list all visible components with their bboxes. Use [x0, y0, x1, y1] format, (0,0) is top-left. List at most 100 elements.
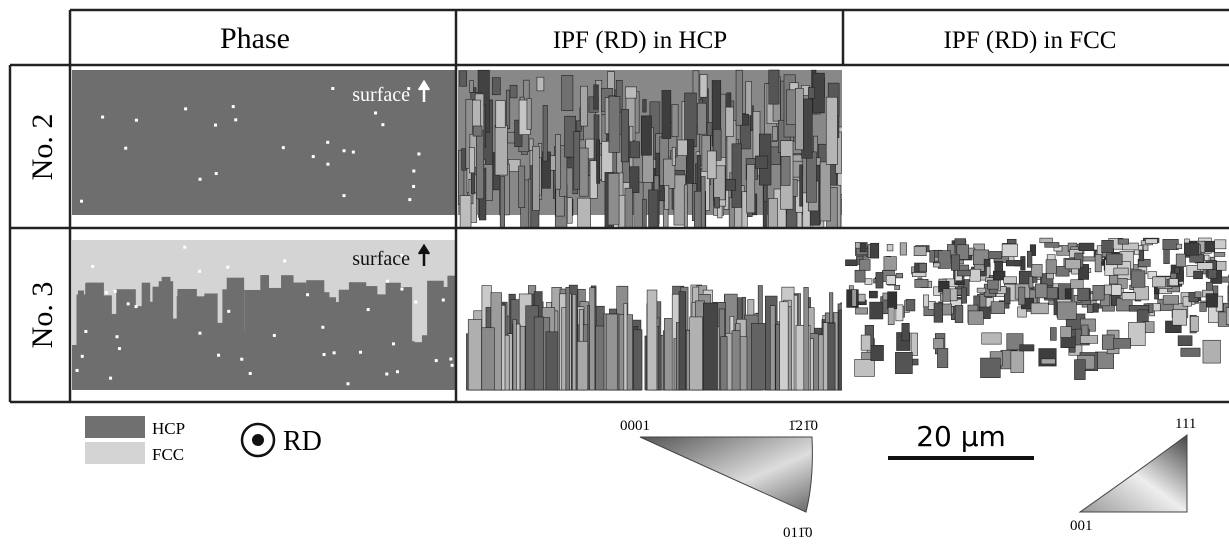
- grain: [629, 141, 640, 159]
- grain: [468, 147, 475, 174]
- grain: [677, 139, 688, 156]
- grain: [573, 131, 581, 190]
- grain: [625, 86, 637, 99]
- grain: [579, 147, 589, 197]
- grain: [780, 156, 791, 186]
- grain: [969, 268, 981, 282]
- grain: [1004, 287, 1011, 305]
- grain: [661, 90, 672, 139]
- map-panel: [72, 70, 455, 215]
- grain: [1117, 238, 1129, 245]
- grain: [1202, 339, 1221, 364]
- grain: [475, 130, 485, 200]
- grain: [629, 166, 640, 193]
- grain: [321, 325, 325, 329]
- legend-label: FCC: [152, 445, 184, 464]
- grain: [1138, 258, 1151, 267]
- grain: [326, 140, 330, 144]
- grain: [958, 264, 969, 271]
- grain: [359, 350, 363, 354]
- triangle-label: 011̄0: [783, 525, 812, 541]
- grain: [1121, 292, 1136, 301]
- grain: [703, 302, 718, 391]
- grain: [434, 359, 438, 363]
- grain: [505, 89, 511, 129]
- grain: [1152, 276, 1166, 288]
- grain: [697, 102, 707, 135]
- grain: [855, 307, 868, 315]
- fcc-ipf-triangle: [1078, 434, 1188, 513]
- grain: [1175, 253, 1186, 267]
- grain: [624, 187, 633, 227]
- grain: [746, 164, 756, 214]
- grain: [633, 329, 643, 391]
- grain: [1194, 291, 1202, 298]
- grain: [772, 126, 778, 141]
- grain: [80, 199, 84, 203]
- rd-label: RD: [283, 426, 322, 457]
- grain: [767, 198, 778, 227]
- grain: [1001, 243, 1018, 257]
- grain: [1172, 309, 1187, 326]
- grain: [678, 291, 686, 391]
- grain: [642, 99, 647, 113]
- grain: [227, 309, 231, 313]
- grain: [412, 184, 416, 188]
- grain: [226, 265, 230, 269]
- grain: [126, 302, 130, 306]
- grain: [441, 298, 445, 302]
- grain: [1065, 259, 1081, 270]
- grain: [580, 85, 588, 127]
- grain: [623, 303, 628, 391]
- grain: [933, 262, 941, 268]
- grain: [395, 370, 399, 374]
- grain: [923, 294, 930, 308]
- grain: [1039, 237, 1053, 244]
- grain: [851, 289, 857, 307]
- grain: [214, 172, 218, 176]
- grain: [240, 357, 244, 361]
- grain: [604, 97, 610, 134]
- grain: [751, 323, 766, 391]
- grain: [1113, 338, 1131, 349]
- grain: [91, 264, 95, 268]
- grain: [322, 353, 326, 357]
- grain: [870, 242, 880, 259]
- grain: [700, 176, 706, 227]
- grain: [134, 305, 138, 309]
- grain: [1087, 304, 1094, 313]
- grain: [720, 336, 728, 391]
- grain: [1204, 254, 1210, 261]
- grain: [1138, 249, 1145, 261]
- grain: [331, 87, 335, 91]
- grain: [1078, 242, 1095, 251]
- grain: [518, 165, 526, 208]
- surface-arrow: [417, 79, 431, 102]
- grain: [306, 293, 310, 297]
- grain: [104, 291, 108, 295]
- grain: [808, 87, 815, 99]
- grain: [685, 139, 695, 184]
- grain: [1003, 276, 1017, 284]
- grain: [803, 287, 809, 391]
- grain: [1221, 276, 1229, 283]
- grain: [1050, 327, 1057, 341]
- grain: [417, 152, 421, 156]
- grain: [648, 189, 659, 227]
- grain: [795, 88, 804, 151]
- grain: [883, 256, 897, 271]
- grain: [342, 149, 346, 153]
- grain: [1045, 259, 1057, 274]
- grain: [869, 301, 884, 320]
- grain: [589, 287, 596, 391]
- grain: [1060, 326, 1072, 338]
- grain: [809, 338, 814, 391]
- surface-label: surface: [352, 248, 410, 270]
- grain: [449, 357, 453, 361]
- grain: [555, 134, 561, 190]
- grain: [545, 331, 559, 391]
- grain: [113, 289, 117, 293]
- grain: [929, 250, 935, 263]
